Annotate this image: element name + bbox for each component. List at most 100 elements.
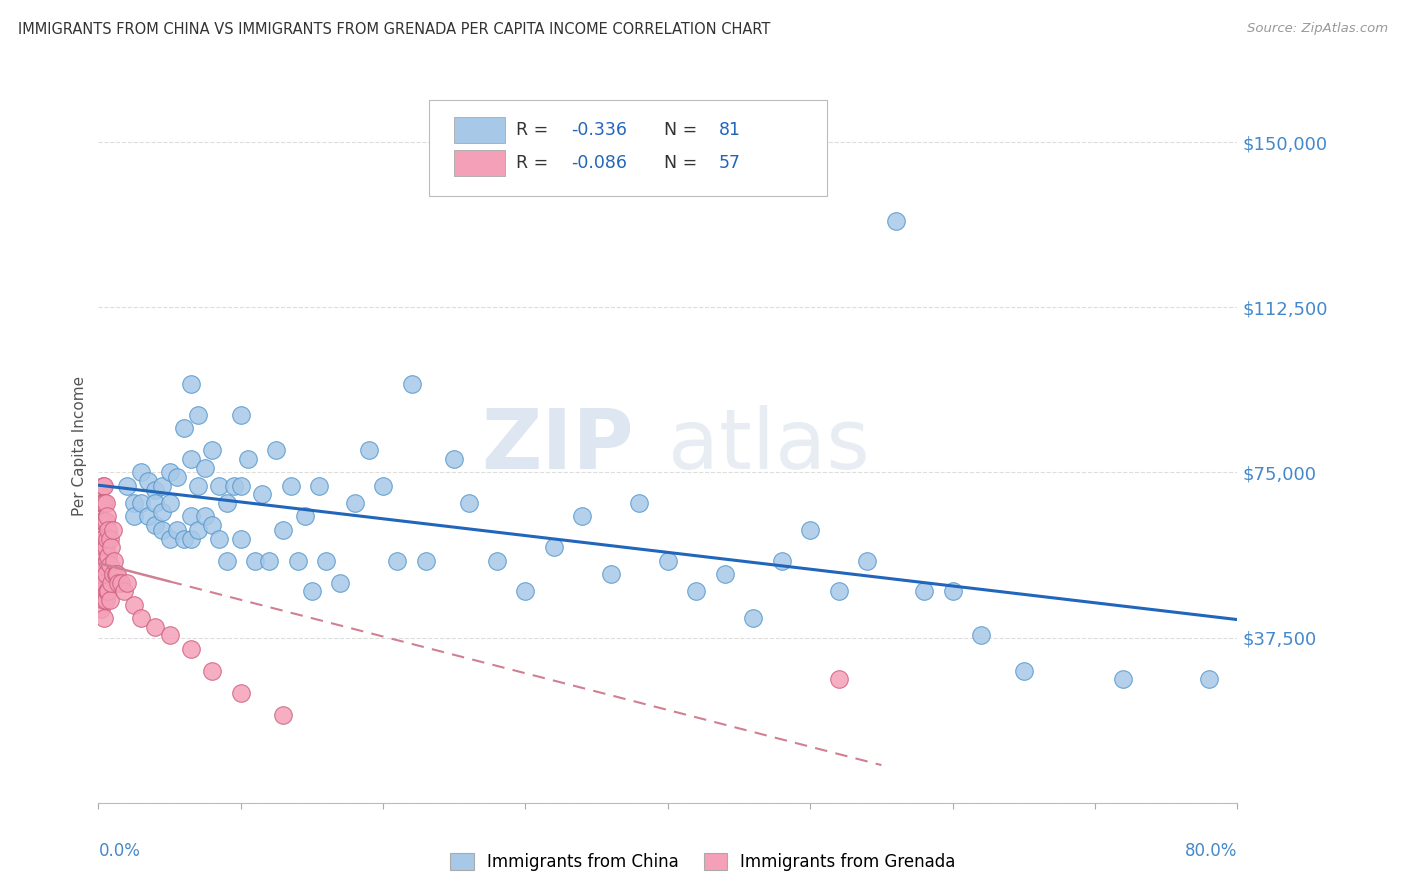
- Point: [91, 478, 114, 492]
- Point: [799, 523, 821, 537]
- FancyBboxPatch shape: [454, 150, 505, 176]
- Point: [273, 523, 295, 537]
- Point: [115, 575, 138, 590]
- Point: [166, 470, 188, 484]
- Point: [657, 553, 679, 567]
- Legend: Immigrants from China, Immigrants from Grenada: Immigrants from China, Immigrants from G…: [441, 845, 965, 880]
- Point: [543, 541, 565, 555]
- Point: [180, 641, 202, 656]
- Point: [229, 532, 252, 546]
- Point: [96, 532, 118, 546]
- Point: [93, 593, 115, 607]
- Point: [229, 686, 252, 700]
- Text: 0.0%: 0.0%: [98, 842, 141, 860]
- Point: [273, 707, 295, 722]
- Text: ZIP: ZIP: [481, 406, 634, 486]
- Point: [93, 514, 115, 528]
- Point: [112, 584, 135, 599]
- Point: [187, 523, 209, 537]
- Point: [122, 496, 145, 510]
- Point: [115, 478, 138, 492]
- Point: [173, 421, 195, 435]
- Point: [122, 509, 145, 524]
- Point: [93, 575, 115, 590]
- Point: [96, 553, 118, 567]
- Point: [97, 584, 120, 599]
- Point: [136, 509, 159, 524]
- Point: [315, 553, 337, 567]
- Text: 81: 81: [718, 121, 741, 139]
- Point: [159, 496, 181, 510]
- Point: [173, 532, 195, 546]
- Point: [600, 566, 623, 581]
- Point: [145, 619, 167, 633]
- Point: [401, 377, 423, 392]
- Point: [180, 377, 202, 392]
- Point: [208, 532, 231, 546]
- Point: [828, 673, 851, 687]
- Point: [98, 593, 121, 607]
- Point: [100, 575, 122, 590]
- Point: [229, 408, 252, 422]
- Point: [129, 611, 152, 625]
- Text: 80.0%: 80.0%: [1185, 842, 1237, 860]
- Point: [105, 566, 128, 581]
- Point: [415, 553, 437, 567]
- Point: [98, 532, 121, 546]
- Text: N =: N =: [652, 153, 703, 171]
- Point: [94, 593, 117, 607]
- Point: [259, 553, 281, 567]
- Text: Source: ZipAtlas.com: Source: ZipAtlas.com: [1247, 22, 1388, 36]
- Point: [308, 478, 330, 492]
- Point: [180, 452, 202, 467]
- Point: [201, 443, 224, 458]
- Point: [1012, 664, 1035, 678]
- Point: [152, 478, 174, 492]
- Point: [229, 478, 252, 492]
- Point: [98, 558, 121, 572]
- Point: [280, 478, 302, 492]
- Point: [912, 584, 935, 599]
- Text: 57: 57: [718, 153, 741, 171]
- Point: [443, 452, 465, 467]
- Point: [387, 553, 409, 567]
- Point: [215, 496, 238, 510]
- Point: [215, 553, 238, 567]
- Text: IMMIGRANTS FROM CHINA VS IMMIGRANTS FROM GRENADA PER CAPITA INCOME CORRELATION C: IMMIGRANTS FROM CHINA VS IMMIGRANTS FROM…: [18, 22, 770, 37]
- Point: [159, 628, 181, 642]
- Point: [129, 496, 152, 510]
- Point: [101, 566, 124, 581]
- Point: [97, 549, 120, 563]
- Point: [685, 584, 707, 599]
- Point: [90, 514, 112, 528]
- Point: [91, 496, 114, 510]
- Point: [194, 509, 217, 524]
- Text: R =: R =: [516, 153, 554, 171]
- Point: [187, 408, 209, 422]
- Point: [515, 584, 537, 599]
- Point: [457, 496, 479, 510]
- Point: [194, 461, 217, 475]
- Point: [91, 566, 114, 581]
- Point: [357, 443, 380, 458]
- Point: [90, 532, 112, 546]
- Point: [104, 566, 127, 581]
- Point: [208, 478, 231, 492]
- Point: [101, 523, 124, 537]
- Point: [287, 553, 309, 567]
- Point: [970, 628, 993, 642]
- FancyBboxPatch shape: [454, 117, 505, 143]
- Point: [93, 478, 115, 492]
- Point: [166, 523, 188, 537]
- Point: [742, 611, 765, 625]
- Point: [884, 214, 907, 228]
- Point: [93, 558, 115, 572]
- Point: [180, 532, 202, 546]
- Point: [90, 566, 112, 581]
- Point: [94, 514, 117, 528]
- Point: [942, 584, 965, 599]
- Text: -0.086: -0.086: [571, 153, 627, 171]
- Point: [201, 518, 224, 533]
- Point: [294, 509, 316, 524]
- Point: [243, 553, 266, 567]
